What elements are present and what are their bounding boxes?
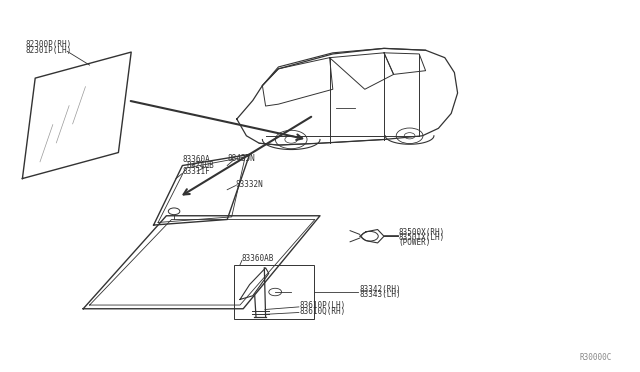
Text: 83342(RH): 83342(RH) <box>360 285 401 294</box>
Text: 83240B: 83240B <box>187 161 214 170</box>
Text: 83360AB: 83360AB <box>242 254 275 263</box>
Text: 82300P(RH): 82300P(RH) <box>26 40 72 49</box>
Text: 83311F: 83311F <box>182 167 210 176</box>
Text: 83500X(RH): 83500X(RH) <box>399 228 445 237</box>
Text: 83343(LH): 83343(LH) <box>360 291 401 299</box>
Text: 83610P(LH): 83610P(LH) <box>300 301 346 310</box>
Text: 83360A: 83360A <box>182 155 210 164</box>
Text: 83332N: 83332N <box>236 180 263 189</box>
Text: 88435N: 88435N <box>227 154 255 163</box>
Bar <box>234 265 314 319</box>
Text: 82301P(LH): 82301P(LH) <box>26 46 72 55</box>
Text: 83610Q(RH): 83610Q(RH) <box>300 307 346 316</box>
Text: R30000C: R30000C <box>579 353 612 362</box>
Text: 83501X(LH): 83501X(LH) <box>399 233 445 242</box>
Text: (POWER): (POWER) <box>399 238 431 247</box>
